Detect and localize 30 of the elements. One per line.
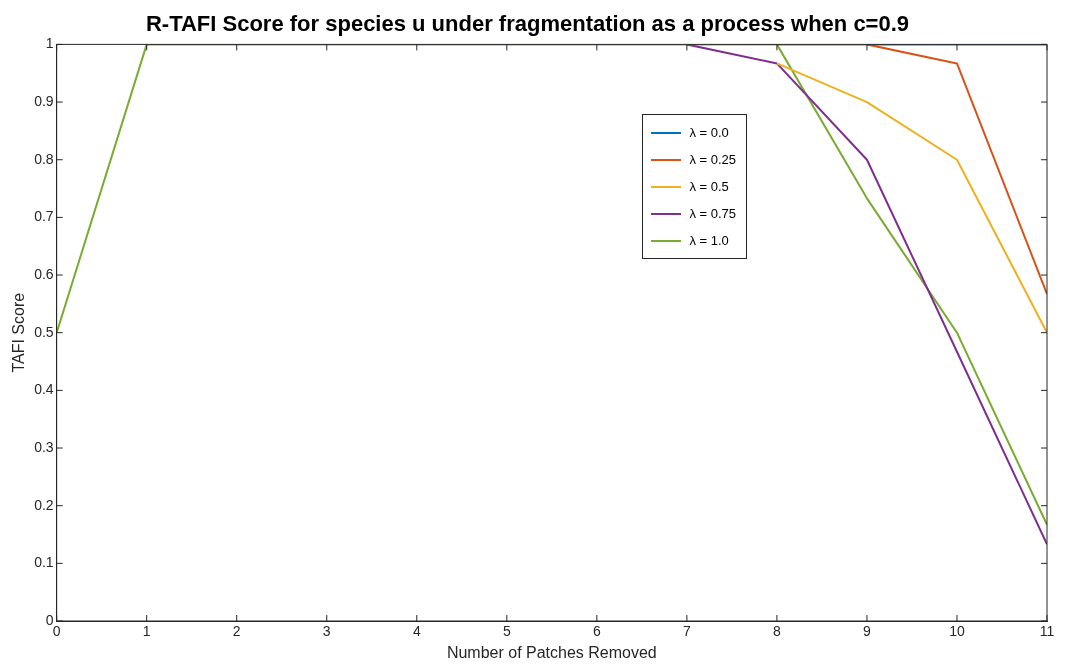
legend-label: λ = 0.25 <box>689 152 736 168</box>
legend-label: λ = 1.0 <box>689 233 729 249</box>
x-axis-title: Number of Patches Removed <box>446 643 657 661</box>
y-tick-label: 0.4 <box>34 381 54 398</box>
x-tick-label: 5 <box>502 623 511 640</box>
y-tick-label: 0.8 <box>34 150 54 167</box>
y-tick-label: 0.2 <box>34 496 54 513</box>
chart-title: R-TAFI Score for species u under fragmentation as a process when c=0.9 <box>145 11 910 37</box>
legend-label: λ = 0.75 <box>689 206 736 222</box>
x-tick-label: 1 <box>142 623 151 640</box>
x-tick-label: 2 <box>232 623 241 640</box>
x-tick-label: 7 <box>682 623 691 640</box>
x-tick-label: 10 <box>949 623 965 640</box>
x-tick-label: 11 <box>1039 623 1055 640</box>
x-tick-label: 6 <box>592 623 601 640</box>
y-tick-label: 0.5 <box>34 323 54 340</box>
legend-label: λ = 0.5 <box>689 179 729 195</box>
x-tick-label: 3 <box>322 623 331 640</box>
x-tick-label: 8 <box>773 623 782 640</box>
y-tick-label: 0.9 <box>34 92 54 109</box>
y-tick-label: 0.3 <box>34 438 54 455</box>
y-tick-label: 0.6 <box>34 265 54 282</box>
x-tick-label: 9 <box>863 623 872 640</box>
y-tick-label: 0.1 <box>34 554 54 571</box>
x-tick-label: 4 <box>412 623 421 640</box>
y-tick-label: 1 <box>45 35 54 52</box>
y-tick-label: 0.7 <box>34 208 54 225</box>
legend-label: λ = 0.0 <box>689 125 729 141</box>
y-tick-label: 0 <box>45 611 54 628</box>
y-axis-title: TAFI Score <box>10 292 28 373</box>
